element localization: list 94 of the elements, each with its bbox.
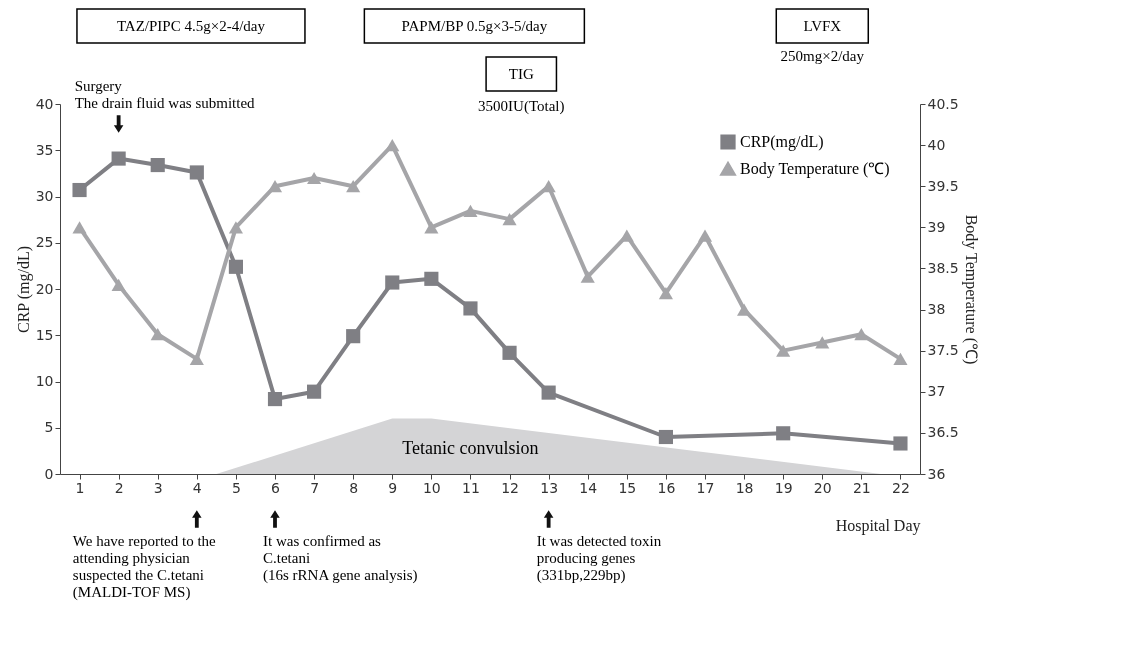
- y-tick-label: 30: [35, 188, 54, 204]
- point: [502, 212, 517, 226]
- text: LVFX: [803, 18, 842, 34]
- point: [658, 286, 673, 300]
- y2-tick-label: 36: [927, 465, 946, 482]
- x-tick-label: 19: [774, 479, 793, 496]
- y-axis-title: CRP (mg/dL): [14, 246, 33, 333]
- point: [776, 426, 791, 441]
- text: It was confirmed as C.tetani (16s rRNA gene analysis): [263, 533, 418, 584]
- point: [346, 180, 361, 193]
- point: [463, 204, 478, 218]
- y2-axis-title: Body Temperature (℃): [961, 214, 980, 365]
- x-tick-label: 15: [618, 479, 637, 496]
- x-axis-title: Hospital Day: [835, 516, 921, 535]
- text: We have reported to the attending physician suspected the C.tetani (MALDI-TOF MS): [72, 533, 217, 601]
- point: [541, 385, 556, 400]
- point: [893, 436, 908, 451]
- point: [346, 329, 361, 344]
- x-tick-label: 18: [735, 479, 754, 496]
- x-tick-label: 1: [75, 479, 85, 496]
- point: [580, 270, 595, 283]
- x-tick-label: 5: [231, 479, 241, 496]
- point: [111, 151, 126, 166]
- x-tick-label: 13: [540, 479, 559, 496]
- point: [424, 221, 439, 234]
- point: [150, 328, 165, 341]
- point: [463, 301, 478, 316]
- x-tick-label: 12: [501, 479, 519, 496]
- x-tick-label: 11: [462, 479, 480, 496]
- x-tick-label: 2: [114, 479, 124, 496]
- x-tick-label: 4: [192, 479, 202, 496]
- y-tick-label: 25: [35, 234, 54, 251]
- y2-tick-label: 37: [927, 383, 946, 400]
- y2-tick-label: 38.5: [927, 259, 959, 276]
- point: [307, 171, 322, 185]
- point: [619, 229, 634, 242]
- y2-tick-label: 39: [927, 218, 946, 235]
- text: PAPM/BP 0.5g×3-5/day: [401, 18, 548, 34]
- point: [424, 271, 439, 286]
- x-tick-label: 7: [310, 479, 320, 496]
- point: [267, 392, 283, 407]
- point: [189, 165, 204, 180]
- point: [776, 344, 791, 357]
- point: [893, 352, 908, 366]
- x-tick-label: 16: [657, 479, 676, 496]
- point: [111, 278, 126, 292]
- y2-tick-label: 37.5: [927, 342, 959, 359]
- x-tick-label: 20: [813, 479, 832, 496]
- point: [697, 229, 713, 242]
- text: It was detected toxin producing genes (331bp,229bp): [536, 533, 662, 584]
- point: [502, 345, 517, 360]
- point: [385, 138, 400, 152]
- y-tick-label: 0: [44, 465, 54, 482]
- x-tick-label: 6: [271, 479, 281, 496]
- y-tick-label: 35: [35, 141, 54, 158]
- y-tick-label: 5: [44, 419, 54, 436]
- point: [228, 259, 243, 274]
- point: [72, 221, 87, 234]
- point: [658, 429, 673, 445]
- legend-label: Body Temperature (℃): [740, 160, 890, 178]
- point: [267, 180, 283, 193]
- y-tick-label: 40: [35, 95, 54, 112]
- x-tick-label: 10: [422, 479, 441, 496]
- point: [228, 221, 243, 234]
- x-tick-label: 8: [349, 479, 359, 496]
- point: [385, 275, 400, 290]
- point: [737, 303, 752, 316]
- point: [307, 384, 322, 399]
- x-tick-label: 3: [153, 479, 163, 496]
- y2-tick-label: 38: [927, 301, 946, 318]
- x-tick-label: 9: [388, 479, 398, 496]
- x-tick-label: 21: [852, 479, 871, 496]
- y2-tick-label: 36.5: [927, 424, 959, 441]
- x-tick-label: 22: [892, 479, 910, 496]
- x-tick-label: 17: [696, 479, 715, 496]
- x-tick-label: 14: [579, 479, 598, 496]
- y2-tick-label: 40: [927, 136, 946, 153]
- point: [72, 182, 87, 198]
- y-tick-label: 10: [35, 373, 54, 389]
- text: 250mg×2/day: [780, 48, 865, 64]
- text: TAZ/PIPC 4.5g×2-4/day: [116, 18, 266, 34]
- y-tick-label: 20: [35, 280, 54, 297]
- text: TIG: [508, 66, 534, 82]
- y2-tick-label: 40.5: [927, 95, 959, 112]
- y-tick-label: 15: [35, 326, 54, 343]
- point: [854, 328, 869, 341]
- y2-tick-label: 39.5: [927, 177, 959, 194]
- annotation: 3500IU(Total): [478, 98, 565, 115]
- annotation: Surgery The drain fluid was submitted: [74, 78, 256, 111]
- point: [150, 157, 165, 173]
- point: [189, 352, 204, 366]
- legend-label: CRP(mg/dL): [740, 133, 824, 151]
- annotation: Tetanic convulsion: [402, 438, 539, 458]
- point: [815, 336, 830, 349]
